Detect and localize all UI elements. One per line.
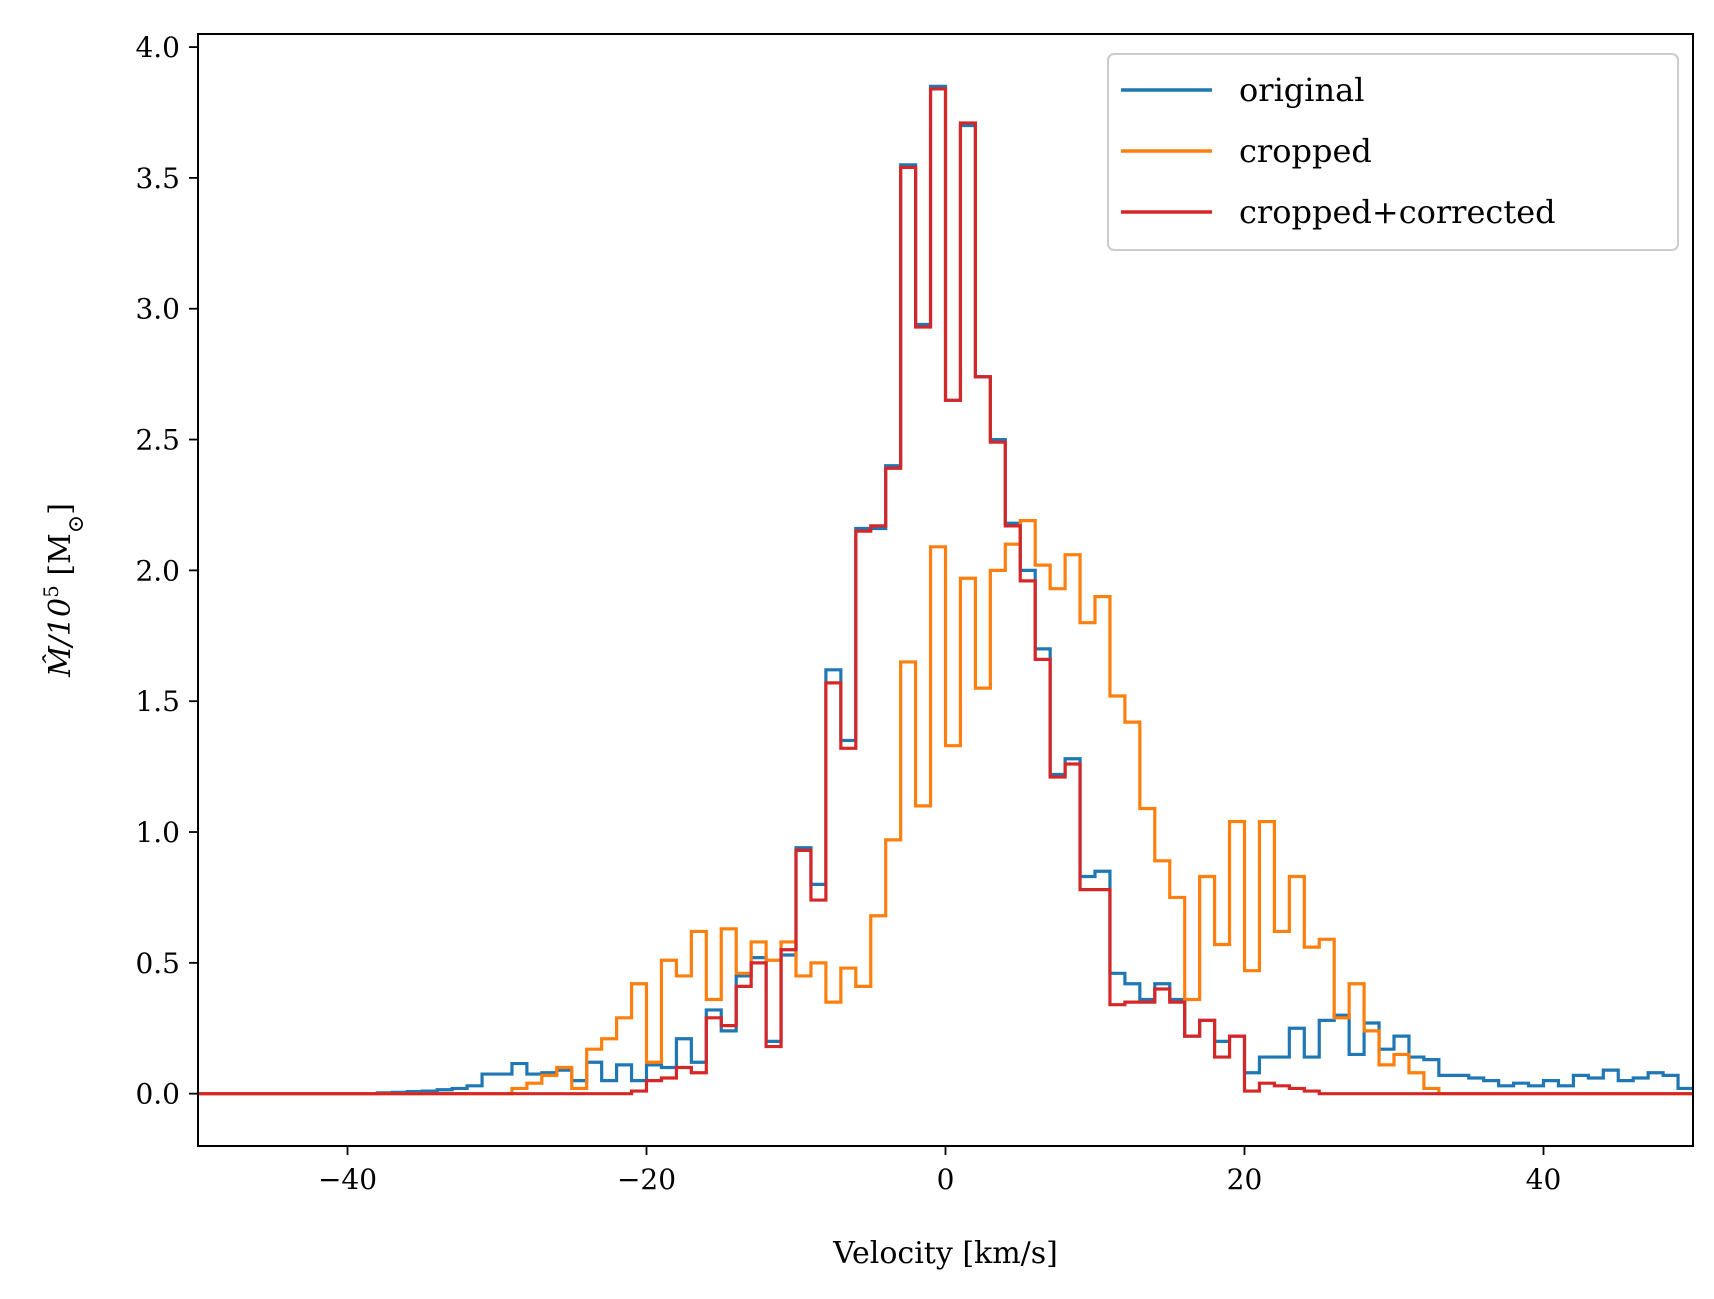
legend: original cropped cropped+corrected	[1107, 53, 1679, 251]
x-tick-label: 0	[937, 1163, 955, 1196]
x-tick-label: −20	[617, 1163, 676, 1196]
legend-label: cropped+corrected	[1239, 193, 1556, 231]
y-tick-label: 0.5	[135, 947, 180, 980]
x-tick-label: 40	[1526, 1163, 1562, 1196]
y-axis-label-close: ]	[43, 503, 78, 515]
x-tick-label: −40	[318, 1163, 377, 1196]
x-axis-ticks: −40 −20 0 20 40	[318, 1146, 1561, 1196]
legend-label: original	[1239, 71, 1364, 109]
series-line-cropped-corrected	[198, 87, 1693, 1096]
series-line-cropped	[198, 519, 1693, 1096]
y-tick-label: 4.0	[135, 31, 180, 64]
y-tick-label: 1.5	[135, 685, 180, 718]
y-tick-label: 0.0	[135, 1078, 180, 1111]
y-tick-label: 2.0	[135, 554, 180, 587]
x-axis-label: Velocity [km/s]	[832, 1236, 1058, 1271]
y-tick-label: 1.0	[135, 816, 180, 849]
legend-box	[1107, 53, 1679, 251]
y-tick-label: 2.5	[135, 424, 180, 457]
y-tick-label: 3.5	[135, 162, 180, 195]
y-axis-label-main: M̂/10	[43, 598, 78, 678]
legend-label: cropped	[1239, 132, 1372, 170]
y-axis-label-sun-symbol: ⊙	[64, 515, 89, 533]
y-axis-label-unit: [M	[43, 533, 78, 585]
y-axis-label: M̂/105 [M⊙]	[39, 503, 89, 678]
y-tick-label: 3.0	[135, 293, 180, 326]
y-axis-label-exponent: 5	[39, 585, 63, 598]
series-layer	[198, 84, 1693, 1096]
y-axis-ticks: 0.0 0.5 1.0 1.5 2.0 2.5 3.0 3.5 4.0	[135, 31, 198, 1111]
x-tick-label: 20	[1227, 1163, 1263, 1196]
